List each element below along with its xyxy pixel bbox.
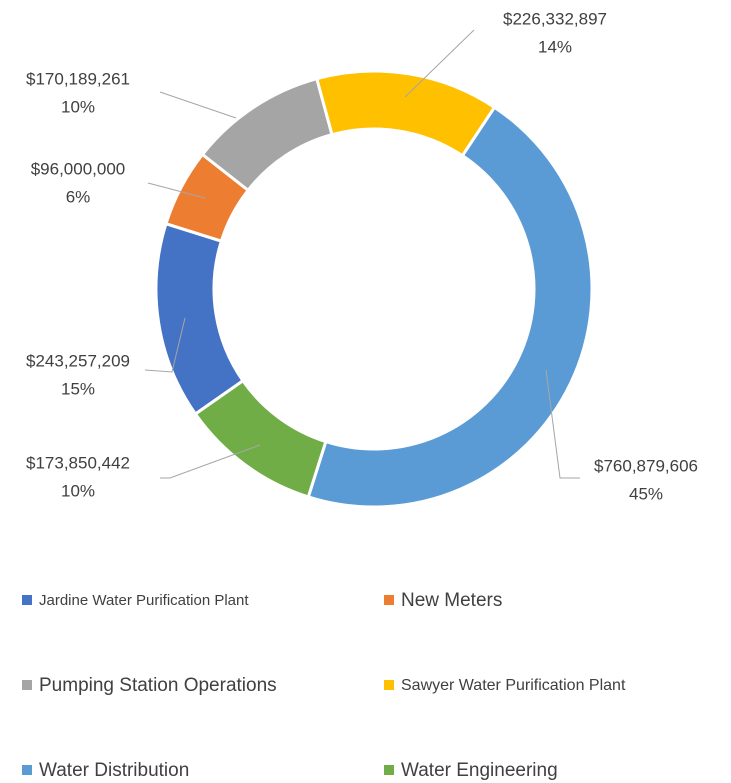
data-label: $170,189,261 [26, 69, 130, 88]
legend-label: New Meters [401, 590, 502, 611]
data-label: $96,000,000 [31, 159, 126, 178]
leader-line [160, 444, 261, 479]
leader-line [159, 91, 237, 119]
legend-swatch [22, 595, 32, 605]
legend-label: Water Distribution [39, 760, 189, 781]
data-label: $243,257,209 [26, 351, 130, 370]
data-label: 14% [538, 37, 572, 56]
data-label: 10% [61, 97, 95, 116]
data-label: $226,332,897 [503, 9, 607, 28]
donut-slice [193, 378, 328, 499]
data-label: 6% [66, 187, 91, 206]
donut-slice [154, 221, 246, 417]
leader-line [147, 182, 206, 199]
data-label: 45% [629, 484, 663, 503]
legend-swatch [384, 765, 394, 775]
donut-slice [314, 69, 497, 158]
leader-line [144, 317, 186, 373]
data-label: 15% [61, 379, 95, 398]
legend-label: Sawyer Water Purification Plant [401, 677, 626, 694]
legend-label: Pumping Station Operations [39, 675, 277, 696]
legend-swatch [384, 595, 394, 605]
leader-line [545, 369, 580, 479]
legend-swatch [22, 765, 32, 775]
legend-label: Jardine Water Purification Plant [39, 592, 249, 609]
data-label: 10% [61, 481, 95, 500]
legend-swatch [384, 680, 394, 690]
data-label: $760,879,606 [594, 456, 698, 475]
legend-swatch [22, 680, 32, 690]
leader-line [404, 29, 475, 98]
data-label: $173,850,442 [26, 453, 130, 472]
donut-slice [306, 105, 594, 509]
legend-label: Water Engineering [401, 760, 558, 781]
